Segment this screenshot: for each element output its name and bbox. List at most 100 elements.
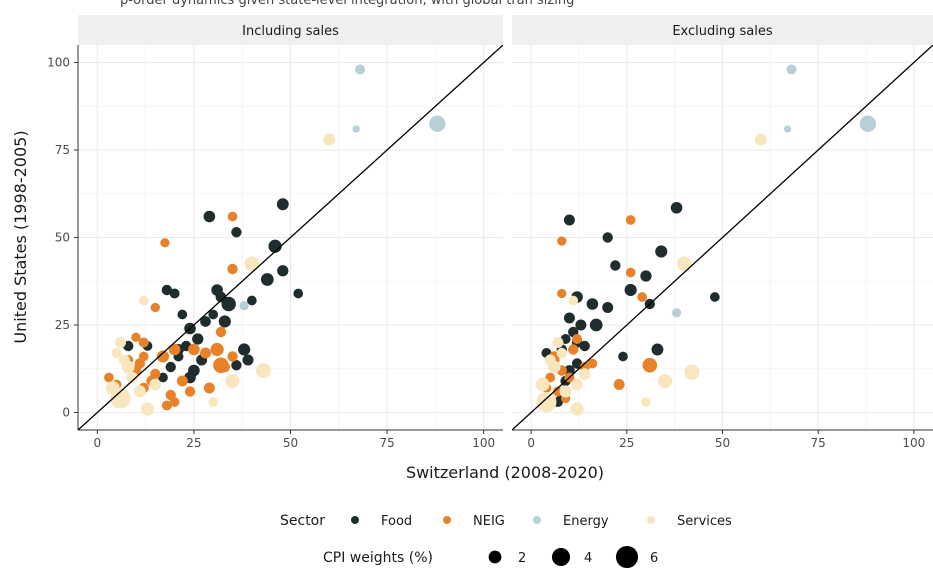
point-energy [859, 115, 877, 132]
caption-fragment: p-order dynamics given state-level integ… [120, 0, 574, 8]
point-food [277, 265, 289, 277]
point-neig [215, 326, 227, 338]
point-food [242, 354, 254, 366]
point-food [651, 343, 664, 356]
reference-line-y-equals-x [78, 45, 503, 430]
point-services [578, 368, 591, 380]
point-services [571, 378, 583, 391]
point-neig [572, 333, 583, 345]
point-neig [156, 350, 170, 363]
point-food [640, 270, 652, 282]
y-tick-label: 0 [62, 406, 70, 420]
point-neig [557, 236, 567, 246]
legend-sector: Sector Food NEIG Energy Services [280, 513, 732, 529]
point-neig [188, 343, 200, 356]
point-energy [671, 308, 682, 318]
panel-including-sales: 0 25 50 75 100 0 25 50 75 100 [47, 45, 503, 450]
point-food [589, 318, 603, 332]
point-services [544, 354, 556, 366]
strip-right [512, 15, 933, 45]
legend-sector-title: Sector [280, 513, 325, 529]
y-tick-label: 50 [55, 231, 70, 245]
point-services [676, 256, 692, 272]
legend-key-energy [533, 516, 541, 524]
point-services [138, 295, 149, 306]
point-neig [210, 342, 224, 357]
x-tick-label: 100 [902, 436, 925, 450]
strip-left [78, 15, 503, 45]
point-food [260, 273, 274, 286]
point-food [602, 232, 613, 243]
legend-key-services [647, 516, 655, 524]
x-tick-label: 75 [811, 436, 826, 450]
point-neig [637, 292, 647, 302]
point-neig [227, 263, 238, 275]
point-neig [642, 357, 658, 373]
point-energy [783, 125, 792, 133]
point-food [231, 360, 242, 371]
point-food [575, 319, 587, 331]
point-services [641, 397, 651, 407]
point-food [670, 201, 683, 214]
point-food [238, 343, 251, 356]
point-food [158, 372, 168, 383]
y-tick-label: 100 [47, 56, 70, 70]
point-neig [169, 397, 180, 407]
strip-right-title: Excluding sales [672, 24, 773, 39]
point-food [293, 288, 304, 299]
point-food [563, 214, 575, 226]
legend-size-key [615, 545, 639, 569]
point-energy [429, 115, 446, 132]
point-services [225, 373, 240, 389]
legend-size-label: 2 [518, 551, 526, 566]
legend-key-food [351, 516, 359, 524]
point-food [231, 227, 242, 238]
point-neig [168, 343, 181, 356]
point-food [247, 295, 257, 306]
point-energy [355, 64, 366, 75]
point-food [218, 315, 231, 328]
point-food [268, 239, 282, 253]
point-neig [625, 267, 636, 278]
point-neig [568, 344, 579, 355]
x-tick-label: 25 [186, 436, 201, 450]
point-services [140, 402, 155, 416]
point-neig [200, 347, 211, 359]
point-neig [150, 368, 161, 380]
point-services [657, 373, 673, 389]
point-food [215, 291, 227, 303]
legend-label-neig: NEIG [473, 514, 505, 529]
point-neig [203, 382, 215, 394]
point-services [323, 133, 336, 146]
point-neig [138, 337, 149, 348]
point-services [118, 354, 130, 366]
point-services [559, 385, 572, 398]
point-services [115, 337, 126, 348]
point-food [564, 365, 575, 376]
point-services [536, 391, 557, 413]
point-neig [545, 372, 556, 383]
point-neig [613, 379, 625, 390]
point-energy [786, 64, 797, 75]
point-neig [176, 375, 188, 387]
point-food [161, 284, 173, 296]
x-tick-label: 0 [527, 436, 535, 450]
point-energy [239, 301, 249, 311]
legend-cpi-weights: CPI weights (%) 2 4 6 [323, 545, 658, 569]
legend-label-food: Food [381, 514, 412, 529]
legend-label-energy: Energy [563, 514, 609, 529]
point-services [208, 397, 219, 407]
point-food [200, 316, 211, 327]
point-neig [150, 302, 160, 313]
point-services [552, 337, 564, 348]
point-neig [131, 332, 141, 342]
point-food [165, 361, 176, 373]
point-food [571, 358, 583, 369]
point-neig [557, 288, 567, 299]
point-services [570, 402, 584, 416]
point-services [126, 371, 138, 384]
x-tick-label: 0 [93, 436, 101, 450]
point-services [568, 295, 579, 306]
point-food [203, 210, 216, 223]
point-services [754, 133, 767, 146]
